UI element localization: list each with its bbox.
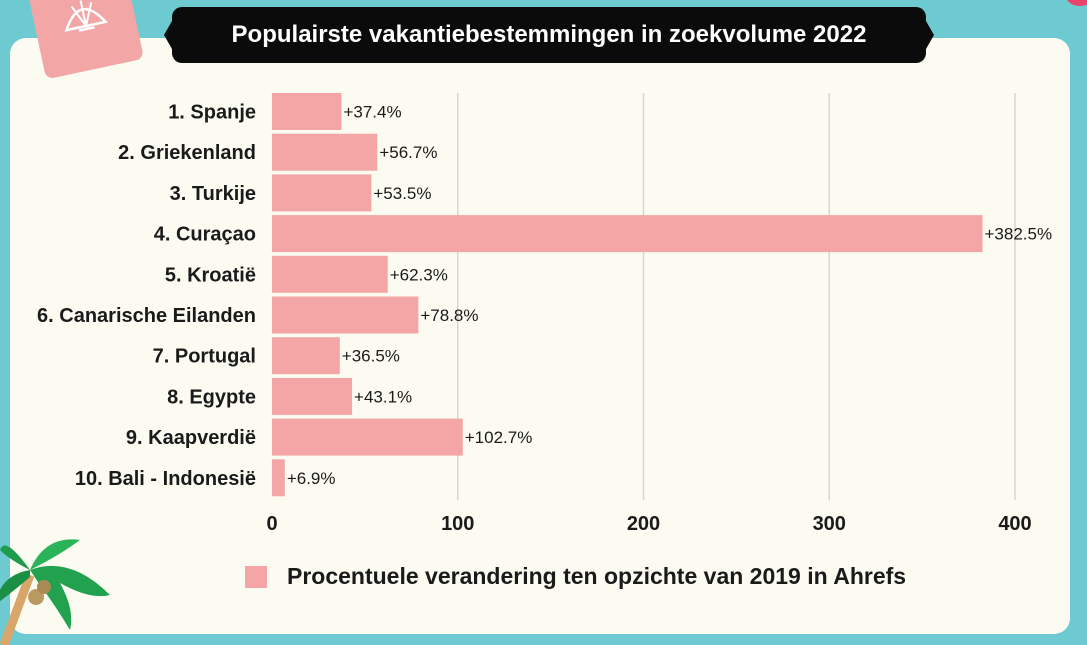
x-tick-label: 100 bbox=[441, 513, 474, 535]
category-label: 1. Spanje bbox=[168, 102, 256, 124]
data-label: +56.7% bbox=[379, 143, 437, 162]
x-tick-label: 0 bbox=[266, 513, 277, 535]
category-label: 7. Portugal bbox=[153, 346, 256, 368]
towel-decoration bbox=[27, 0, 145, 80]
legend-label: Procentuele verandering ten opzichte van… bbox=[287, 563, 907, 589]
data-label: +102.7% bbox=[465, 428, 533, 447]
bar bbox=[272, 337, 340, 375]
palm-tree-decoration bbox=[0, 539, 110, 645]
category-label: 3. Turkije bbox=[170, 183, 256, 205]
data-label: +382.5% bbox=[984, 225, 1052, 244]
legend-swatch bbox=[245, 565, 267, 588]
category-label: 5. Kroatië bbox=[165, 264, 256, 286]
category-label: 2. Griekenland bbox=[118, 142, 256, 164]
chart-title: Populairste vakantiebestemmingen in zoek… bbox=[164, 7, 934, 63]
corner-decoration bbox=[1067, 0, 1087, 6]
category-label: 4. Curaçao bbox=[154, 224, 256, 246]
legend: Procentuele verandering ten opzichte van… bbox=[245, 563, 906, 590]
x-tick-label: 300 bbox=[813, 513, 846, 535]
data-label: +36.5% bbox=[342, 347, 400, 366]
category-label: 6. Canarische Eilanden bbox=[37, 305, 256, 327]
data-label: +43.1% bbox=[354, 387, 412, 406]
bar bbox=[272, 215, 983, 253]
chart-card bbox=[10, 38, 1070, 634]
bar bbox=[272, 133, 378, 171]
category-label: 9. Kaapverdië bbox=[126, 427, 256, 449]
data-label: +78.8% bbox=[420, 306, 478, 325]
data-label: +53.5% bbox=[373, 184, 431, 203]
bar bbox=[272, 174, 372, 212]
x-tick-label: 400 bbox=[998, 513, 1031, 535]
bar bbox=[272, 377, 353, 415]
x-tick-label: 200 bbox=[627, 513, 660, 535]
category-label: 10. Bali - Indonesië bbox=[75, 468, 256, 490]
data-label: +62.3% bbox=[390, 265, 448, 284]
bar bbox=[272, 296, 419, 334]
bar bbox=[272, 93, 342, 130]
data-label: +6.9% bbox=[287, 469, 336, 488]
category-label: 8. Egypte bbox=[167, 386, 256, 408]
bar bbox=[272, 459, 285, 497]
bar bbox=[272, 418, 463, 456]
bar bbox=[272, 255, 388, 293]
data-label: +37.4% bbox=[343, 103, 401, 122]
